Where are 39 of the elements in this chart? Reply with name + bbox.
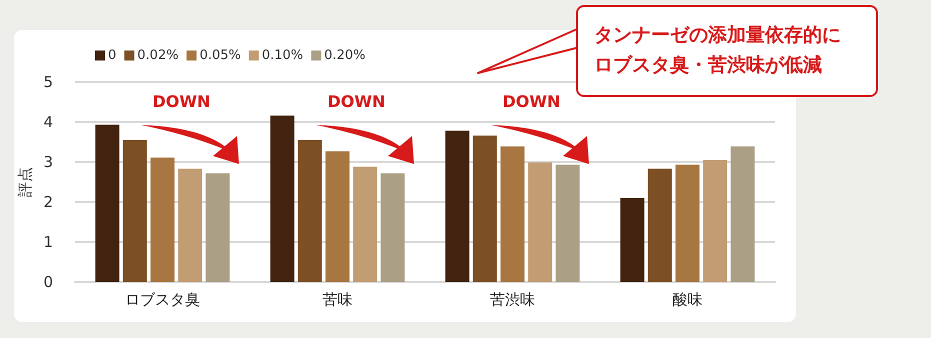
bar [648,168,672,282]
bar [95,124,120,282]
legend-label: 0.05% [200,48,241,63]
bar [380,173,405,282]
bar [326,151,350,282]
bar [298,140,322,282]
bar [703,160,728,282]
text: タンナーゼの添加量依存的にロブスタ臭・苦渋味が低減 [594,23,842,78]
bar [730,146,755,282]
bar [122,140,147,282]
bar [445,130,470,282]
x-tick-label: 苦渋味 [490,290,535,308]
legend-label: 0.02% [137,48,179,63]
bar [528,162,552,282]
bar [178,168,202,282]
bar [676,164,700,282]
x-tick-label: 苦味 [322,290,352,308]
x-tick-label: 酸味 [672,290,702,308]
y-axis-title: 評点 [16,167,34,197]
annotation: DOWN [328,92,386,111]
y-tick-label: 2 [43,193,53,211]
legend-label: 0.10% [262,48,304,63]
bar [270,116,294,282]
annotation: DOWN [152,92,210,111]
y-tick-label: 5 [43,73,53,91]
bar [472,136,497,282]
y-tick-label: 4 [43,113,53,131]
y-tick-label: 1 [43,233,53,251]
x-tick-label: ロブスタ臭 [125,290,200,308]
bar [620,198,644,282]
bar [500,146,524,282]
y-tick-label: 0 [43,273,53,291]
bar [353,166,378,282]
legend-label: 0 [108,48,116,63]
bar [206,173,230,282]
bar [150,158,174,282]
y-tick-label: 3 [43,153,53,171]
legend-label: 0.20% [324,48,366,63]
annotation: DOWN [502,92,560,111]
